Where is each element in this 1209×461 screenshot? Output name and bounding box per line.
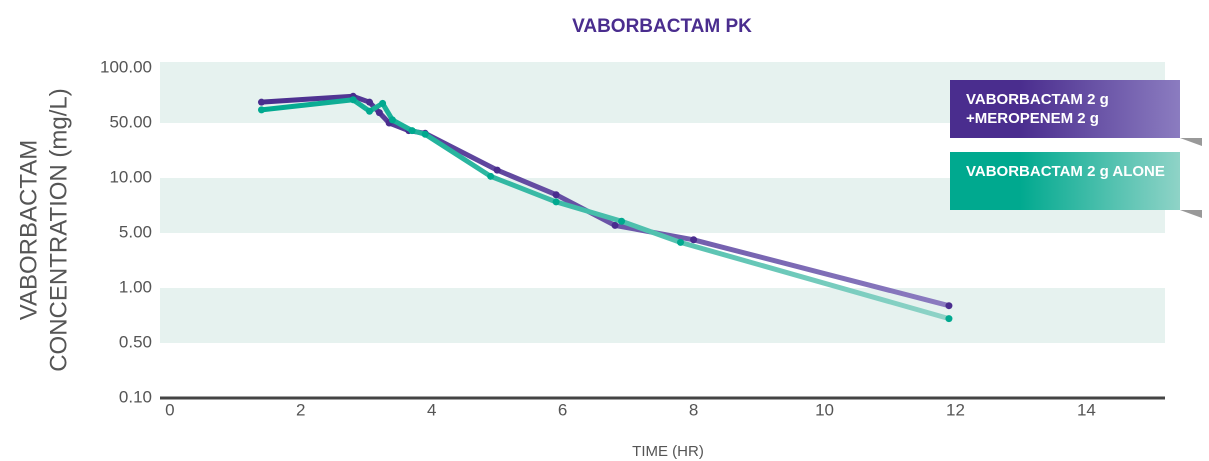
chart-title: VABORBACTAM PK — [572, 16, 752, 37]
legend-tab — [1180, 210, 1202, 218]
data-point — [945, 302, 953, 310]
data-point — [408, 127, 416, 135]
y-tick-label: 50.00 — [109, 112, 152, 131]
x-tick-label: 14 — [1077, 400, 1096, 419]
x-tick-label: 4 — [427, 400, 436, 419]
data-point — [421, 130, 429, 138]
y-tick-label: 0.50 — [119, 332, 152, 351]
data-point — [690, 236, 698, 244]
x-tick-label: 10 — [815, 400, 834, 419]
legend-entry: VABORBACTAM 2 g ALONE — [950, 152, 1180, 210]
y-tick-label: 100.00 — [100, 57, 152, 76]
y-axis-label: VABORBACTAM — [15, 140, 42, 320]
data-point — [257, 106, 265, 114]
legend-tab — [1180, 138, 1202, 146]
data-point — [945, 315, 953, 323]
legend-entry: VABORBACTAM 2 g +MEROPENEM 2 g — [950, 80, 1180, 138]
y-tick-label: 1.00 — [119, 277, 152, 296]
y-tick-label: 5.00 — [119, 222, 152, 241]
data-point — [487, 172, 495, 180]
data-point — [257, 98, 265, 106]
y-tick-label: 10.00 — [109, 167, 152, 186]
x-tick-label: 0 — [165, 400, 174, 419]
data-point — [677, 238, 685, 246]
data-point — [366, 98, 374, 106]
data-point — [493, 166, 501, 174]
data-point — [388, 116, 396, 124]
data-point — [611, 221, 619, 229]
x-tick-label: 6 — [558, 400, 567, 419]
data-point — [379, 99, 387, 107]
x-tick-label: 2 — [296, 400, 305, 419]
data-point — [375, 109, 383, 117]
band — [160, 288, 1165, 343]
x-tick-label: 8 — [689, 400, 698, 419]
y-axis-label: CONCENTRATION (mg/L) — [45, 88, 72, 372]
data-point — [618, 217, 626, 225]
data-point — [349, 96, 357, 104]
x-axis-label: TIME (HR) — [632, 443, 704, 460]
data-point — [366, 107, 374, 115]
data-point — [552, 191, 560, 199]
x-tick-label: 12 — [946, 400, 965, 419]
y-tick-label: 0.10 — [119, 387, 152, 406]
data-point — [552, 198, 560, 206]
